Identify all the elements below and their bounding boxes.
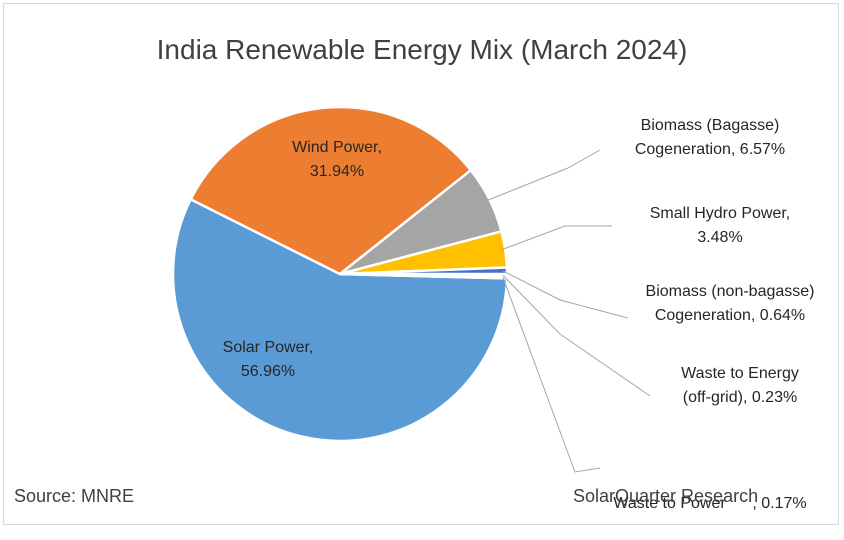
label-bagasse: Biomass (Bagasse) Cogeneration, 6.57% — [634, 117, 786, 158]
label-solar: Solar Power, 56.96% — [222, 339, 314, 380]
label-waste-to-energy: Waste to Energy (off-grid), 0.23% — [681, 365, 799, 406]
pie-slice-waste-to-power — [339, 272, 509, 280]
pie-slice-solar-power — [171, 197, 509, 443]
label-wind: Wind Power, 31.94% — [292, 139, 382, 180]
pie-slice-wind-power — [188, 105, 473, 276]
chart-title: India Renewable Energy Mix (March 2024) — [156, 34, 688, 65]
source-note: Source: MNRE — [14, 486, 135, 506]
leader-line-small-hydro-power — [501, 225, 612, 251]
leader-line-waste-to-energy-off-grid — [502, 274, 651, 397]
label-waste-to-power: Waste to Power , 0.17% — [613, 495, 807, 512]
leader-line-biomass-bagasse-cogeneration — [485, 149, 601, 202]
research-credit: SolarQuarter Research — [573, 486, 759, 506]
label-hydro: Small Hydro Power, 3.48% — [649, 205, 791, 246]
leader-line-waste-to-power — [502, 277, 601, 473]
leader-line-biomass-non-bagasse-cogeneration — [502, 270, 629, 319]
label-nonbagasse: Biomass (non-bagasse) Cogeneration, 0.64… — [645, 283, 815, 324]
